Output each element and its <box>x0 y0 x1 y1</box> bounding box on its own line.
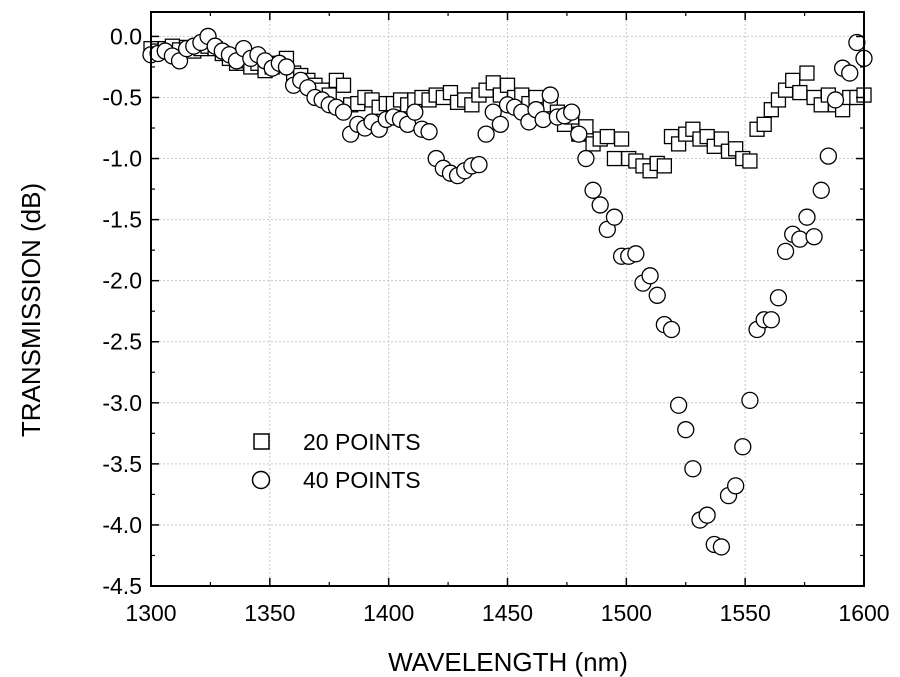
y-tick-label: -2.0 <box>102 268 142 294</box>
data-point-40-points <box>277 58 296 76</box>
x-tick-label: 1400 <box>363 600 414 626</box>
data-point-40-points <box>641 267 659 285</box>
y-axis-title: TRANSMISSION (dB) <box>16 183 46 437</box>
data-point-20-points <box>742 153 758 169</box>
data-point-40-points <box>769 289 788 307</box>
axis-ticks <box>150 12 865 587</box>
data-point-20-points <box>599 128 615 145</box>
data-point-40-points <box>741 391 759 410</box>
data-point-40-points <box>841 64 859 82</box>
data-point-40-points <box>684 460 702 478</box>
data-point-40-points <box>406 103 424 121</box>
y-tick-label: -2.5 <box>102 329 142 355</box>
data-point-40-points <box>591 196 609 214</box>
data-point-40-points <box>534 110 552 129</box>
data-point-20-points <box>792 84 808 101</box>
data-point-40-points <box>727 477 745 495</box>
x-tick-label: 1450 <box>482 600 533 626</box>
data-point-40-points <box>563 103 581 121</box>
data-point-40-points <box>491 115 510 134</box>
x-tick-label: 1500 <box>601 600 652 626</box>
data-point-20-points <box>656 158 673 174</box>
data-point-40-points <box>470 156 488 174</box>
y-tick-label: -0.5 <box>102 84 142 110</box>
data-point-20-points <box>756 116 772 133</box>
x-tick-labels: 1300 1350 1400 1450 1500 1550 1600 <box>125 600 889 626</box>
data-point-20-points <box>606 150 623 167</box>
data-point-20-points <box>799 65 815 81</box>
x-tick-label: 1350 <box>244 600 295 626</box>
data-point-40-points <box>570 125 588 143</box>
data-point-40-points <box>669 396 688 414</box>
legend-label-40-points: 40 POINTS <box>303 467 421 493</box>
data-point-40-points <box>648 286 666 304</box>
data-point-40-points <box>541 86 559 104</box>
data-point-40-points <box>791 230 809 248</box>
legend-label-20-points: 20 POINTS <box>303 429 421 455</box>
data-point-40-points <box>826 91 845 109</box>
y-tick-label: -4.5 <box>102 573 142 599</box>
legend-square-marker <box>253 433 270 450</box>
x-tick-label: 1600 <box>838 600 889 626</box>
series-40-points <box>142 27 873 556</box>
x-tick-label: 1550 <box>720 600 771 626</box>
data-point-40-points <box>605 208 624 226</box>
x-axis-title: WAVELENGTH (nm) <box>388 647 628 677</box>
data-point-40-points <box>477 125 495 143</box>
data-point-40-points <box>584 181 602 199</box>
y-tick-label: -1.5 <box>102 207 142 233</box>
data-point-40-points <box>812 181 830 199</box>
data-point-40-points <box>420 123 438 141</box>
y-tick-label: 0.0 <box>110 23 142 49</box>
data-point-20-points <box>335 77 352 93</box>
y-tick-label: -3.0 <box>102 390 142 416</box>
data-point-40-points <box>677 421 695 439</box>
data-point-20-points <box>613 131 630 147</box>
legend-circle-marker <box>251 470 271 490</box>
data-point-40-points <box>577 149 595 168</box>
data-point-40-points <box>776 242 795 261</box>
y-tick-label: -1.0 <box>102 146 142 172</box>
x-tick-label: 1300 <box>125 600 176 626</box>
data-point-40-points <box>698 506 716 524</box>
data-point-40-points <box>734 438 752 456</box>
y-tick-label: -4.0 <box>102 512 142 538</box>
data-point-40-points <box>819 147 837 165</box>
data-point-40-points <box>712 538 731 556</box>
data-point-40-points <box>805 228 823 246</box>
data-point-40-points <box>762 311 780 329</box>
y-tick-label: -3.5 <box>102 451 142 477</box>
y-tick-labels: 0.0 -0.5 -1.0 -1.5 -2.0 -2.5 -3.0 -3.5 -4.0 -4.5 <box>102 23 142 599</box>
data-point-40-points <box>334 103 353 121</box>
data-point-40-points <box>662 320 681 339</box>
legend: 20 POINTS 40 POINTS <box>251 429 421 493</box>
data-point-40-points <box>627 245 645 263</box>
data-point-40-points <box>798 208 816 226</box>
